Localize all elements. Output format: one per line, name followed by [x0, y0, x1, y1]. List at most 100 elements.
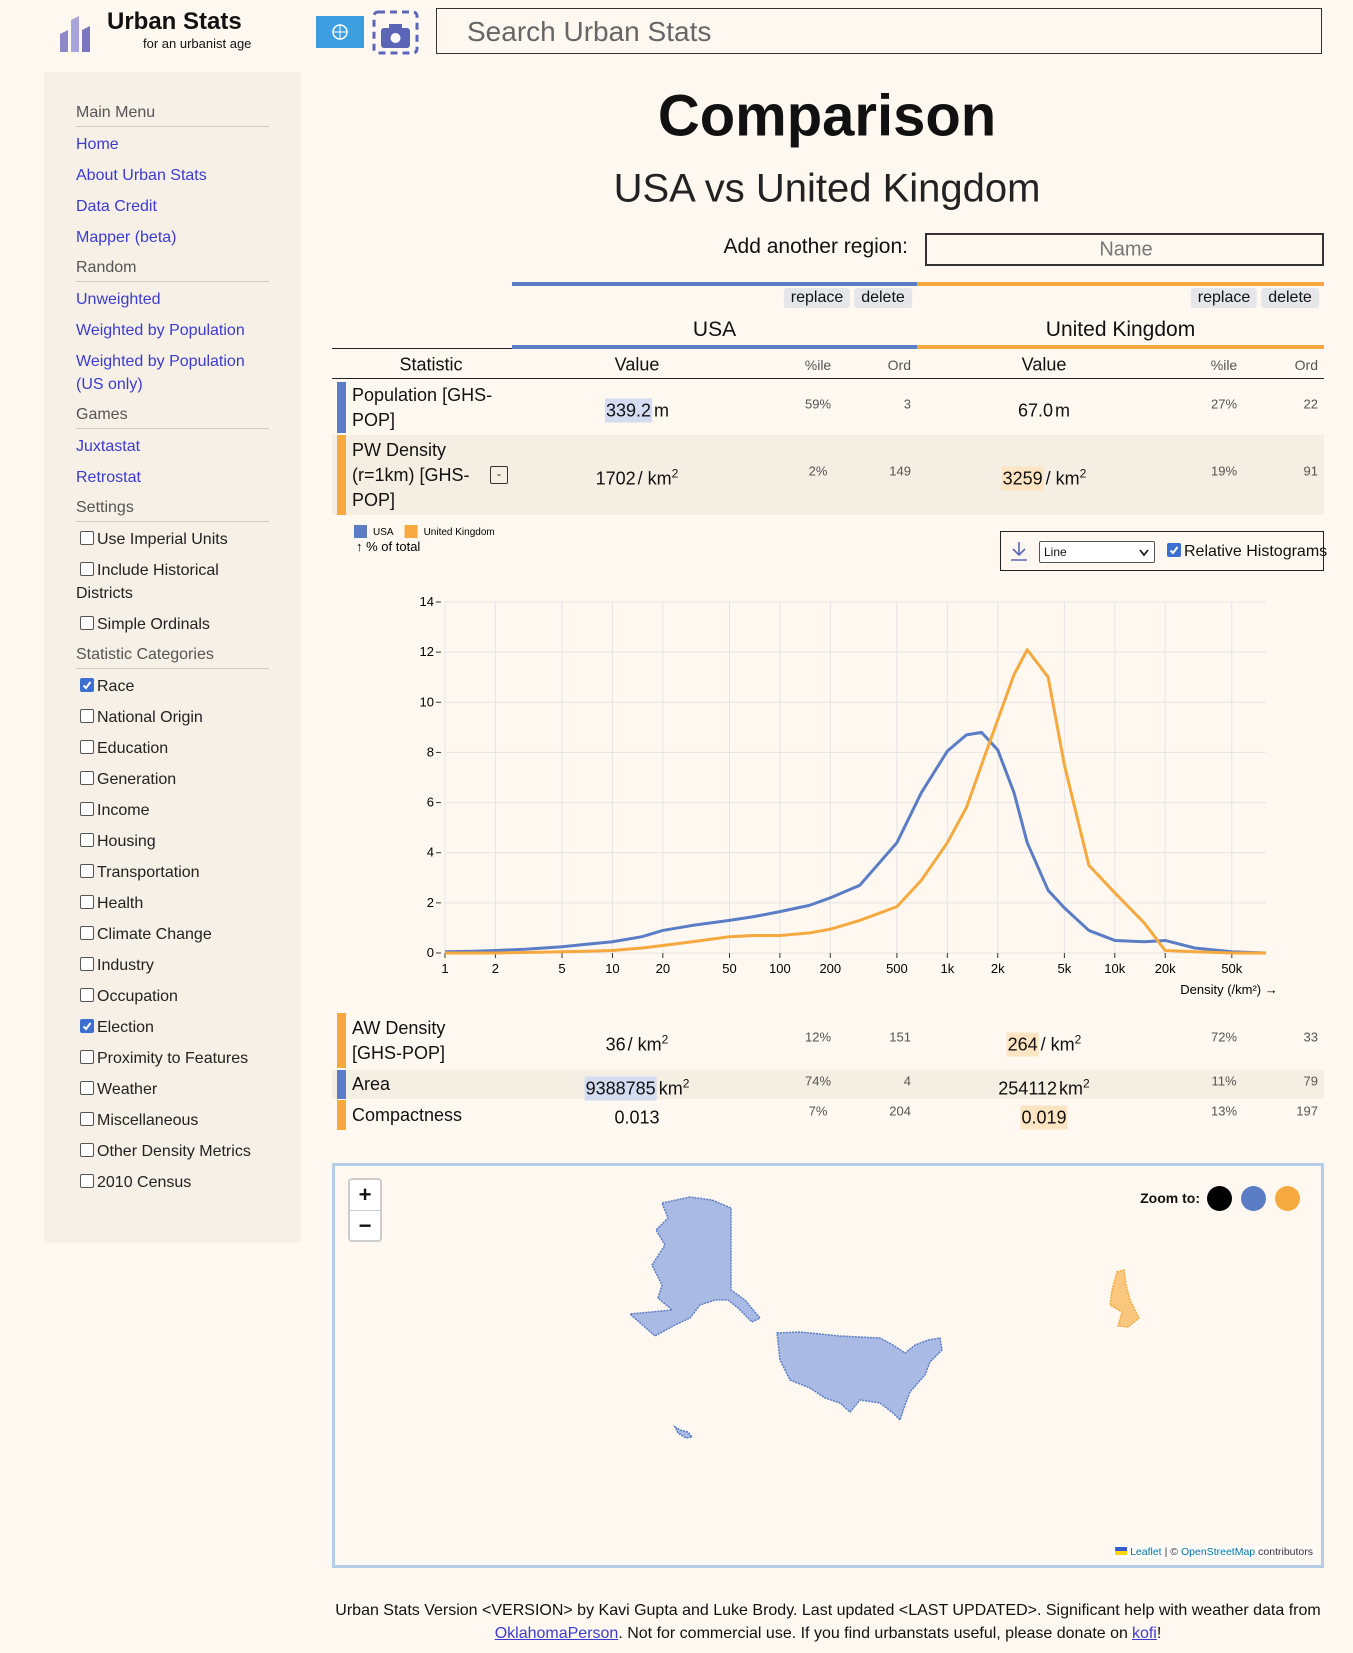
checkbox-label: Use Imperial Units	[97, 531, 228, 548]
series-line	[444, 730, 1267, 955]
checkbox-option[interactable]: Education	[76, 737, 269, 760]
value: 0.013	[614, 1107, 660, 1128]
nav-link[interactable]: About Urban Stats	[76, 167, 207, 184]
united-kingdom	[1109, 1269, 1140, 1328]
zoom-to-button[interactable]	[1275, 1186, 1300, 1211]
flag-button[interactable]	[316, 16, 364, 48]
percentile: 27%	[1210, 396, 1238, 411]
x-tick-label: 10	[605, 961, 619, 976]
leaflet-link[interactable]: Leaflet	[1130, 1546, 1162, 1558]
checkmark	[82, 681, 92, 690]
section-title: Settings	[76, 497, 269, 522]
checkbox-option[interactable]: National Origin	[76, 706, 269, 729]
flag-top	[1115, 1547, 1128, 1551]
checkbox-label: Education	[97, 740, 169, 757]
zoom-out-button[interactable]: −	[358, 1213, 372, 1238]
zoom-to-button[interactable]	[1207, 1186, 1232, 1211]
footer-link[interactable]: OklahomaPerson	[494, 1625, 619, 1642]
footer-link[interactable]: kofi	[1131, 1625, 1157, 1642]
checkbox-option[interactable]: Election	[76, 1016, 269, 1039]
unit: km	[1059, 1078, 1084, 1098]
select-chevron	[1139, 549, 1149, 557]
value: 254112	[998, 1078, 1058, 1098]
checkbox	[80, 616, 94, 630]
attribution-suffix: contributors	[1258, 1546, 1313, 1558]
checkbox-label: Occupation	[97, 988, 178, 1005]
statistic-cell: Compactness	[352, 1100, 500, 1130]
add-region-input[interactable]: Name	[925, 233, 1324, 266]
attribution-separator: | ©	[1164, 1546, 1178, 1558]
download-button[interactable]	[1009, 540, 1029, 562]
x-tick-label: 5k	[1058, 961, 1072, 976]
checkbox-label: Other Density Metrics	[97, 1143, 251, 1160]
checkbox-option[interactable]: Health	[76, 892, 269, 915]
logo[interactable]	[58, 12, 96, 54]
relative-toggle[interactable]: Relative Histograms	[1167, 543, 1327, 561]
checkbox-option[interactable]: 2010 Census	[76, 1171, 269, 1194]
region-button[interactable]: replace	[1190, 288, 1258, 308]
checkbox-option[interactable]: Industry	[76, 954, 269, 977]
checkbox-option[interactable]: Occupation	[76, 985, 269, 1008]
y-tick-label: 14	[420, 594, 434, 609]
statistic-name: Area	[352, 1074, 391, 1094]
checkbox-option[interactable]: Income	[76, 799, 269, 822]
expand-toggle[interactable]: -	[490, 466, 508, 484]
checkmark-path	[82, 1022, 92, 1031]
page-subtitle: USA vs United Kingdom	[613, 166, 1041, 211]
osm-link[interactable]: OpenStreetMap	[1181, 1546, 1256, 1558]
map-layer[interactable]	[335, 1166, 1321, 1565]
checkbox-option[interactable]: Proximity to Features	[76, 1047, 269, 1070]
footer-text: !	[1156, 1625, 1162, 1642]
nav-link[interactable]: Retrostat	[76, 469, 141, 486]
nav-link[interactable]: Weighted by Population (US only)	[76, 353, 245, 393]
region-button[interactable]: delete	[854, 288, 912, 308]
checkbox	[80, 771, 94, 785]
zoom-to-button[interactable]	[1241, 1186, 1266, 1211]
download-icon	[1011, 542, 1027, 561]
nav-link[interactable]: Data Credit	[76, 198, 157, 215]
checkbox-label: Climate Change	[97, 926, 212, 943]
checkmark	[1169, 546, 1179, 555]
checkbox-option[interactable]: Transportation	[76, 861, 269, 884]
histogram-type-select[interactable]: Line	[1039, 541, 1155, 563]
checkbox-option[interactable]: Housing	[76, 830, 269, 853]
x-tick-label: 100	[769, 961, 791, 976]
statistic-name: PW Density (r=1km) [GHS-POP]	[352, 439, 470, 510]
checkbox-option[interactable]: Generation	[76, 768, 269, 791]
column-header: Statistic	[399, 354, 463, 375]
column-header: Ord	[887, 357, 911, 373]
nav-link[interactable]: Unweighted	[76, 291, 161, 308]
x-tick-label: 1	[441, 961, 448, 976]
legend-swatch	[404, 525, 418, 538]
percentile: 72%	[1210, 1029, 1238, 1044]
region-name: United Kingdom	[1045, 318, 1196, 341]
table-rule	[332, 378, 1324, 379]
checkbox-option[interactable]: Other Density Metrics	[76, 1140, 269, 1163]
nav-link[interactable]: Mapper (beta)	[76, 229, 177, 246]
checkbox-option[interactable]: Miscellaneous	[76, 1109, 269, 1132]
checkbox-option[interactable]: Include Historical Districts	[76, 559, 269, 605]
x-tick-label: 5	[558, 961, 565, 976]
nav-link[interactable]: Weighted by Population	[76, 322, 245, 339]
checkbox-option[interactable]: Climate Change	[76, 923, 269, 946]
percentile: 19%	[1210, 463, 1238, 479]
nav-link[interactable]: Juxtastat	[76, 438, 141, 455]
percentile: 59%	[804, 396, 832, 411]
unit: m	[1055, 400, 1071, 420]
screenshot-button[interactable]	[372, 10, 419, 55]
zoom-in-button[interactable]: +	[350, 1180, 380, 1211]
region-button[interactable]: delete	[1261, 288, 1319, 308]
checkbox-option[interactable]: Use Imperial Units	[76, 528, 269, 551]
checkbox-option[interactable]: Simple Ordinals	[76, 613, 269, 636]
search-box[interactable]: Search Urban Stats	[436, 8, 1322, 54]
value: 3259	[1001, 466, 1044, 491]
percentile: 7%	[808, 1103, 828, 1119]
ordinal: 4	[903, 1073, 911, 1088]
checkbox-option[interactable]: Weather	[76, 1078, 269, 1101]
nav-link[interactable]: Home	[76, 136, 119, 153]
checkbox-option[interactable]: Race	[76, 675, 269, 698]
region-button[interactable]: replace	[783, 288, 851, 308]
site-title[interactable]: Urban Stats	[107, 8, 242, 35]
percentile: 2%	[808, 463, 828, 479]
